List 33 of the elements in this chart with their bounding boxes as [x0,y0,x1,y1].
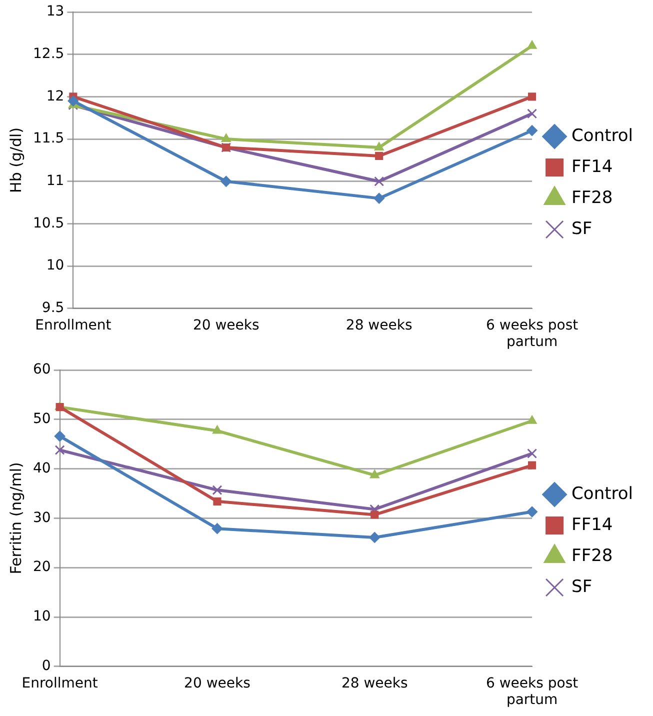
y-axis-title: Hb (g/dl) [6,127,25,193]
legend-label: FF14 [572,156,613,177]
x-tick-label: 28 weeks [346,317,412,334]
y-tick-label: 30 [32,510,51,526]
legend-label: SF [572,218,592,239]
y-tick-label: 11.5 [33,130,64,147]
legend-label: Control [572,484,633,504]
x-tick-label: 6 weeks post partum [486,317,579,350]
y-tick-label: 40 [32,460,51,476]
y-tick-label: 10.5 [33,215,64,232]
x-tick-label: 20 weeks [192,317,260,334]
y-tick-label: 12.5 [33,46,64,62]
x-tick-label: Enrollment [35,317,112,334]
x-tick-label: 20 weeks [184,675,250,692]
legend-label: SF [572,576,592,597]
y-tick-label: 9.5 [42,300,64,316]
y-tick-label: 50 [32,411,51,428]
x-tick-label: 28 weeks [341,675,408,692]
y-tick-label: 0 [42,658,51,674]
y-axis-title: Ferritin (ng/ml) [6,462,25,574]
y-tick-label: 20 [32,559,51,576]
x-tick-label: 6 weeks post partum [486,675,579,708]
legend-label: FF28 [572,546,613,566]
y-tick-label: 11 [46,173,64,190]
y-tick-label: 10 [32,608,51,625]
y-tick-label: 12 [46,88,64,104]
legend-label: Control [572,126,633,146]
y-tick-label: 10 [46,258,64,274]
x-tick-label: Enrollment [22,675,98,692]
legend-label: FF14 [572,514,613,535]
y-tick-label: 13 [46,4,64,20]
y-tick-label: 60 [32,362,51,378]
legend-label: FF28 [572,188,613,208]
